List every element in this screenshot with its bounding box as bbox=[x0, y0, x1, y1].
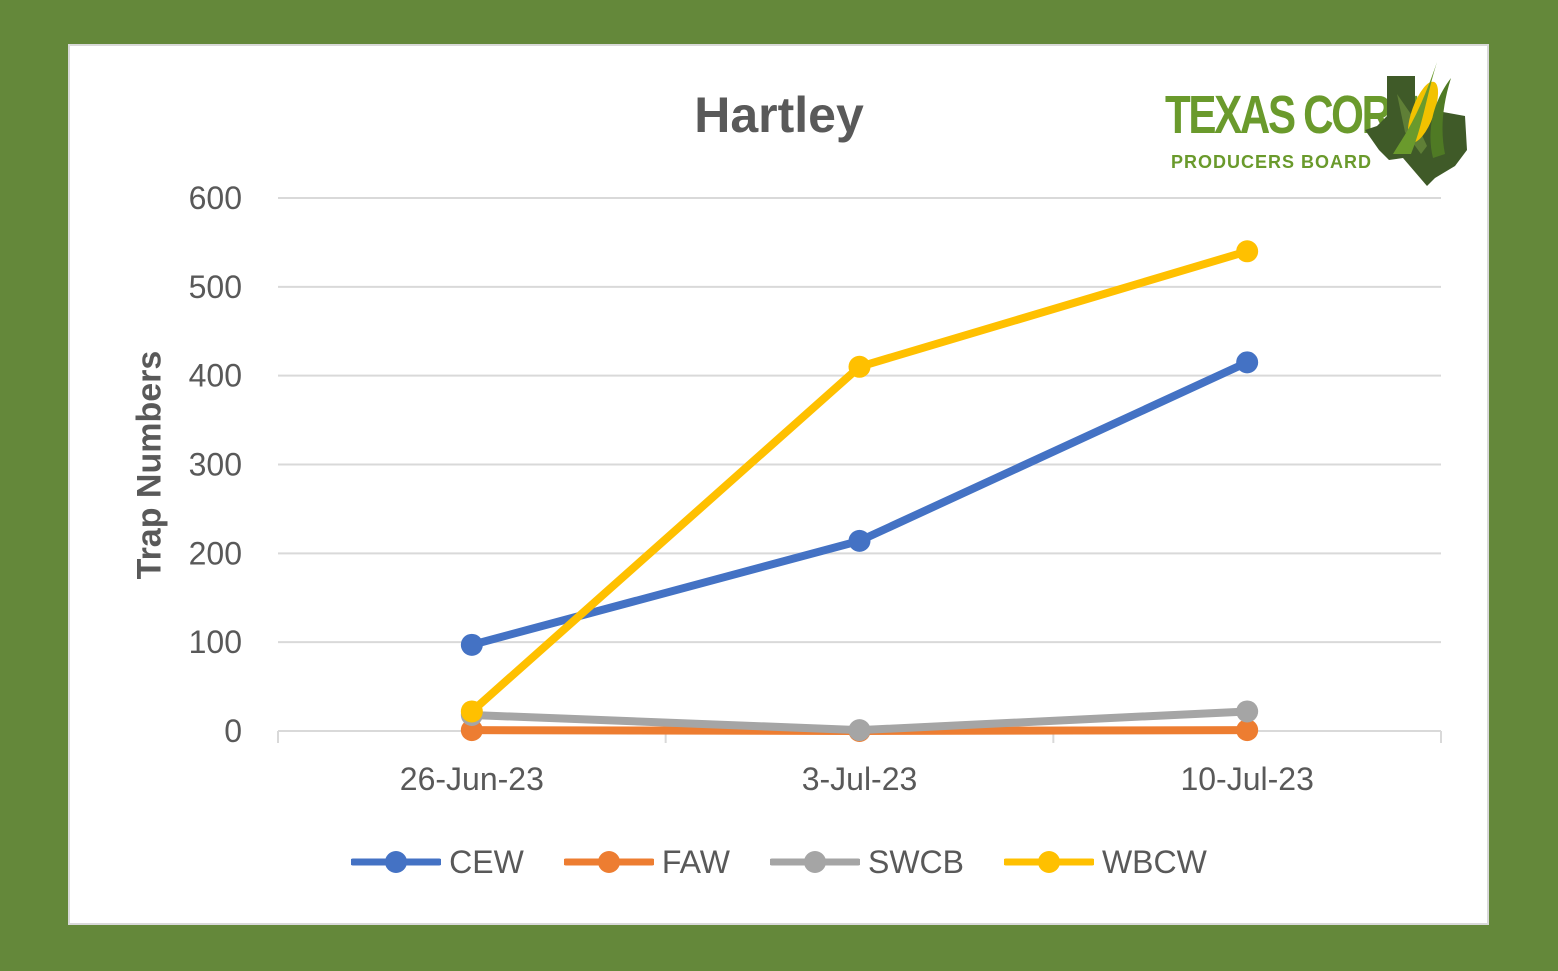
data-point-cew bbox=[848, 529, 871, 552]
texas-map-icon bbox=[1365, 62, 1467, 186]
y-tick-label: 600 bbox=[189, 180, 242, 216]
legend-swatch bbox=[769, 851, 860, 873]
texas-corn-logo: TEXAS CORN PRODUCERS BOARD bbox=[1165, 54, 1470, 186]
data-point-cew bbox=[1236, 351, 1259, 374]
series-line-cew bbox=[467, 358, 1252, 649]
legend: CEW FAW SWCB WBCW bbox=[0, 840, 1558, 884]
data-point-wbcw bbox=[460, 700, 483, 723]
legend-item-faw: FAW bbox=[563, 843, 730, 881]
data-point-faw bbox=[460, 719, 483, 742]
legend-item-wbcw: WBCW bbox=[1003, 843, 1207, 881]
legend-item-swcb: SWCB bbox=[769, 843, 964, 881]
data-point-faw bbox=[1236, 719, 1259, 742]
legend-label: SWCB bbox=[867, 843, 964, 880]
y-tick-label: 400 bbox=[189, 358, 242, 394]
legend-label: FAW bbox=[661, 843, 730, 880]
data-point-wbcw bbox=[1236, 240, 1259, 263]
series-layer bbox=[460, 240, 1259, 742]
gridlines bbox=[278, 197, 1441, 644]
legend-label: WBCW bbox=[1101, 843, 1207, 880]
x-tick-labels: 26-Jun-23 3-Jul-23 10-Jul-23 bbox=[400, 761, 1314, 797]
x-tick-label: 26-Jun-23 bbox=[400, 761, 544, 797]
data-point-cew bbox=[460, 633, 483, 656]
y-tick-label: 100 bbox=[189, 624, 242, 660]
x-tick-label: 10-Jul-23 bbox=[1180, 761, 1313, 797]
y-tick-label: 500 bbox=[189, 269, 242, 305]
logo-text-line2: PRODUCERS BOARD bbox=[1171, 152, 1373, 172]
legend-swatch bbox=[351, 851, 442, 873]
legend-item-cew: CEW bbox=[351, 844, 524, 881]
data-point-wbcw bbox=[848, 355, 871, 378]
x-tick-label: 3-Jul-23 bbox=[802, 761, 918, 797]
legend-label: CEW bbox=[449, 843, 524, 880]
data-point-swcb bbox=[1236, 700, 1259, 723]
chart-card bbox=[68, 44, 1489, 925]
data-point-swcb bbox=[848, 719, 871, 742]
y-tick-labels: 0 100 200 300 400 500 600 bbox=[189, 180, 242, 749]
chart-title: Hartley bbox=[694, 87, 864, 143]
y-tick-label: 0 bbox=[224, 713, 242, 749]
legend-swatch bbox=[563, 851, 654, 873]
y-tick-label: 200 bbox=[189, 535, 242, 571]
legend-swatch bbox=[1003, 851, 1094, 873]
y-tick-label: 300 bbox=[189, 447, 242, 483]
